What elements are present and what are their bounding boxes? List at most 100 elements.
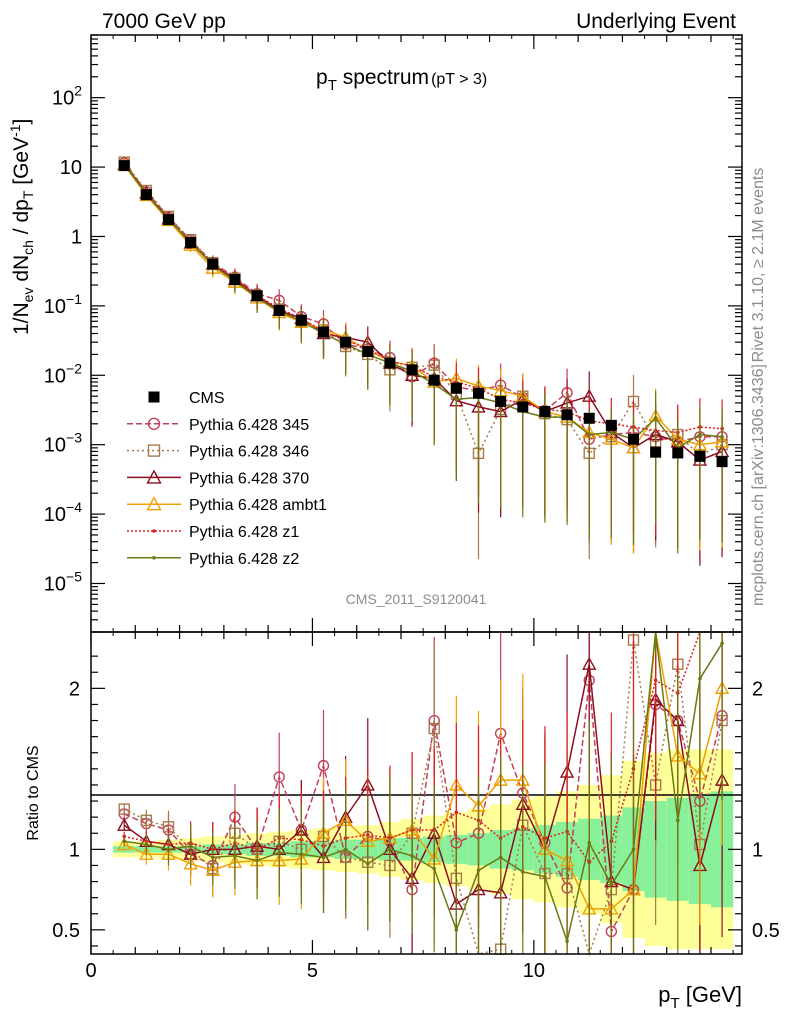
data-point [698, 432, 702, 437]
legend-entry: CMS [148, 390, 225, 407]
data-point [152, 529, 156, 533]
data-point [146, 496, 162, 511]
data-point [675, 818, 680, 823]
data-point [273, 304, 285, 316]
side-label-rivet: Rivet 3.1.10, ≥ 2.1M events [750, 168, 767, 363]
series-line [123, 162, 723, 443]
legend-entry: Pythia 6.428 370 [127, 469, 309, 487]
legend-label: Pythia 6.428 ambt1 [189, 497, 327, 514]
ratio-plot-frame [90, 631, 743, 955]
series-cms [118, 160, 728, 468]
data-point [152, 556, 156, 560]
ratio-y-tick-label-right: 2 [752, 678, 763, 700]
ratio-y-tick-label-right: 0.5 [752, 920, 780, 942]
data-point [694, 450, 706, 462]
data-point [340, 336, 352, 348]
data-point [473, 387, 484, 399]
legend: CMS Pythia 6.428 345 Pythia 6.428 346 Pythi… [127, 390, 327, 568]
data-point [318, 326, 329, 338]
ratio-line [123, 631, 723, 910]
series-line [123, 162, 723, 434]
analysis-label: CMS_2011_S9120041 [346, 591, 487, 607]
ratio-line [124, 631, 723, 944]
data-point [432, 866, 437, 871]
y-tick-label: 10−2 [44, 360, 82, 387]
data-point [295, 314, 307, 326]
data-point [609, 430, 614, 435]
ratio-y-tick-label-left: 0.5 [52, 920, 80, 942]
ratio-pythia-6-428-z2 [122, 631, 724, 954]
legend-entry: Pythia 6.428 z1 [127, 524, 299, 541]
data-point [139, 846, 154, 860]
legend-entry: Pythia 6.428 346 [127, 444, 309, 461]
y-tick-label: 10−3 [44, 430, 82, 457]
main-plot-area [91, 35, 742, 632]
data-point [672, 447, 684, 459]
ratio-line [123, 680, 723, 935]
data-point [587, 432, 592, 437]
data-point [140, 814, 153, 827]
ratio-series-group [117, 631, 730, 957]
data-point [650, 446, 662, 458]
legend-entry: Pythia 6.428 345 [127, 417, 309, 434]
data-point [454, 810, 459, 815]
data-point [277, 850, 282, 855]
data-point [539, 406, 551, 418]
data-point [343, 847, 348, 852]
data-point [628, 433, 639, 445]
legend-entry: Pythia 6.428 ambt1 [127, 496, 327, 514]
data-point [144, 842, 149, 847]
data-point [565, 939, 569, 943]
header-left: 7000 GeV pp [102, 10, 226, 33]
data-point [476, 868, 481, 873]
header-right: Underlying Event [576, 10, 736, 33]
main-series-group [117, 156, 730, 566]
data-point [317, 759, 330, 772]
data-point [147, 444, 161, 457]
data-point [148, 391, 160, 403]
series-line [123, 163, 723, 449]
ratio-y-tick-label-left: 1 [69, 839, 80, 861]
data-point [631, 847, 636, 852]
axes-group: 0 5 10 10−5 10−4 10−3 10−2 10−1 1 10 102 0.5 0.5 1 1 2 2 [44, 34, 780, 982]
y-tick-label: 1 [71, 226, 82, 248]
data-point [716, 456, 728, 468]
x-tick-label: 10 [523, 960, 545, 982]
data-point [605, 419, 617, 431]
data-point [543, 874, 547, 879]
series-line [123, 161, 723, 457]
y-tick-label: 10 [60, 157, 82, 179]
data-point [183, 856, 198, 870]
data-point [140, 189, 152, 201]
data-point [388, 847, 392, 852]
data-point [454, 928, 459, 932]
data-point [410, 853, 414, 858]
data-point [498, 855, 503, 860]
x-tick-label: 0 [85, 960, 96, 982]
data-point [166, 847, 171, 852]
data-point [653, 678, 658, 683]
data-point [163, 214, 174, 226]
data-point [321, 855, 326, 860]
data-point [207, 258, 219, 270]
data-point [454, 397, 459, 402]
data-point [146, 469, 162, 484]
ratio-line [124, 631, 723, 864]
data-point [428, 722, 440, 735]
legend-label: Pythia 6.428 346 [189, 444, 309, 461]
data-point [698, 676, 702, 681]
data-point [185, 236, 197, 248]
data-point [720, 641, 724, 646]
ratio-y-tick-label-right: 1 [752, 839, 763, 861]
legend-label: Pythia 6.428 z2 [189, 551, 299, 568]
data-point [233, 853, 237, 858]
data-point [122, 839, 127, 844]
data-point [118, 160, 130, 172]
data-point [117, 837, 132, 851]
data-point [520, 870, 525, 874]
data-point [495, 395, 507, 407]
data-point [450, 382, 462, 394]
main-y-axis-label: 1/Nev dNch / dpT [GeV-1] [7, 119, 36, 335]
ratio-y-tick-label-left: 2 [69, 678, 80, 700]
y-tick-label: 10−5 [44, 568, 82, 595]
